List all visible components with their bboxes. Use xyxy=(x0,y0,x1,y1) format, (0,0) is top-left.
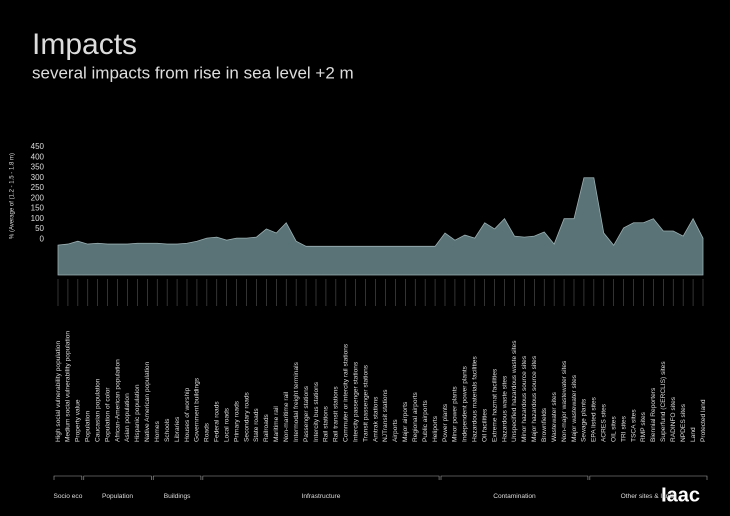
x-tick-label: Major airports xyxy=(402,401,409,442)
group-label: Infrastructure xyxy=(302,493,341,500)
x-tick-label: Wastewater sites xyxy=(551,391,558,442)
y-tick-label: 50 xyxy=(35,224,44,233)
group-bracket xyxy=(152,475,202,480)
x-tick-label: Homes xyxy=(154,420,161,442)
x-tick-label: RADINFO sites xyxy=(670,396,677,442)
group-label: Contamination xyxy=(493,493,536,500)
x-tick-label: Intercity passenger stations xyxy=(352,361,359,442)
group-bracket xyxy=(83,475,152,480)
x-tick-label: Maritime rail xyxy=(273,406,280,442)
x-tick-label: Secondary roads xyxy=(243,391,250,442)
group-label: Population xyxy=(102,493,133,500)
chart-title: Impacts xyxy=(32,28,137,61)
x-tick-label: TRI sites xyxy=(620,415,627,442)
x-tick-label: Regional airports xyxy=(412,391,419,442)
y-tick-label: 350 xyxy=(31,163,45,172)
x-tick-label: Superfund (CERCLIS) sites xyxy=(660,361,667,442)
x-tick-label: Sewage plants xyxy=(581,398,588,442)
x-tick-label: EPA listed sites xyxy=(591,396,598,442)
x-tick-label: Minor power plants xyxy=(452,386,459,442)
x-tick-label: Public airports xyxy=(422,400,429,442)
x-tick-label: State roads xyxy=(253,408,260,442)
x-tick-label: Railroads xyxy=(263,413,270,442)
group-label: Socio eco xyxy=(53,493,82,500)
group-label: Buildings xyxy=(164,493,191,500)
x-tick-label: Passenger stations xyxy=(303,385,310,442)
x-tick-label: Land xyxy=(690,427,697,442)
x-tick-label: Power plants xyxy=(442,403,449,442)
x-tick-label: Non-major wastewater sites xyxy=(561,360,568,442)
y-axis-label: % (Average of (1.2 - 1.5 - 1.8 m) xyxy=(10,153,16,239)
y-tick-label: 0 xyxy=(40,234,45,243)
x-tick-label: Extreme hazmat facilities xyxy=(491,368,498,442)
x-tick-label: Major wastewater sites xyxy=(571,374,578,442)
x-tick-label: Population of color xyxy=(104,387,111,442)
x-tick-label: Hispanic population xyxy=(134,384,141,442)
x-tick-label: Airports xyxy=(392,419,399,442)
x-tick-label: Asian population xyxy=(124,393,131,442)
x-tick-label: Rail transit stations xyxy=(333,386,340,442)
x-tick-label: Major hazardous source sites xyxy=(531,355,538,442)
x-tick-label: TSCA sites xyxy=(630,409,637,442)
x-tick-label: Rail stations xyxy=(323,405,330,442)
x-tick-label: Protected land xyxy=(700,399,707,442)
x-tick-label: Heliports xyxy=(432,415,439,442)
x-tick-label: Houses of worship xyxy=(184,387,191,442)
y-tick-label: 250 xyxy=(31,183,45,192)
logo: Iaac xyxy=(661,484,700,506)
x-tick-label: NJTransit stations xyxy=(382,389,389,442)
x-tick-label: Medium social vulnerability population xyxy=(65,331,72,442)
group-label: Other sites & lands xyxy=(621,493,677,500)
x-tick-label: Hazardous materials facilities xyxy=(472,356,479,442)
y-tick-label: 450 xyxy=(31,142,45,151)
x-tick-label: Commuter or intercity rail stations xyxy=(343,343,350,442)
x-tick-label: Property value xyxy=(75,399,82,442)
y-tick-label: 150 xyxy=(31,204,45,213)
group-bracket xyxy=(53,475,83,480)
x-tick-label: Hazardous waste sites xyxy=(501,375,508,442)
x-tick-label: Oil facilities xyxy=(481,408,488,442)
group-bracket xyxy=(589,475,708,480)
group-bracket xyxy=(202,475,440,480)
x-tick-label: Unspecified hazardous waste sites xyxy=(511,340,518,442)
x-tick-label: Local roads xyxy=(223,407,230,442)
chart-subtitle: several impacts from rise in sea level +… xyxy=(32,63,354,82)
x-tick-label: Minor hazardous source sites xyxy=(521,355,528,442)
x-tick-label: ACRES sites xyxy=(601,403,608,442)
y-tick-label: 200 xyxy=(31,193,45,202)
x-tick-label: Caucasian population xyxy=(94,378,101,442)
x-tick-label: Government buildings xyxy=(194,377,201,442)
y-tick-label: 100 xyxy=(31,214,45,223)
x-tick-label: High social vulnerability population xyxy=(55,341,62,442)
x-tick-label: Brownfields xyxy=(541,407,548,442)
y-tick-label: 300 xyxy=(31,173,45,182)
x-tick-label: NPDES sites xyxy=(680,403,687,442)
x-tick-label: African-American population xyxy=(114,359,121,442)
x-tick-label: Native American population xyxy=(144,361,151,442)
x-tick-label: Intercity bus stations xyxy=(313,381,320,442)
x-tick-label: Transit passenger stations xyxy=(362,364,369,442)
x-tick-label: Intermodal freight terminals xyxy=(293,361,300,442)
x-tick-label: RMP sites xyxy=(640,411,647,442)
x-tick-label: Roads xyxy=(204,422,211,442)
x-tick-label: Primary roads xyxy=(233,400,240,442)
x-tick-label: Federal roads xyxy=(214,401,221,442)
x-tick-label: Population xyxy=(85,411,92,442)
x-tick-label: Independent power plants xyxy=(462,365,469,442)
x-tick-label: Schools xyxy=(164,418,171,442)
x-tick-label: Amtrak stations xyxy=(372,396,379,442)
x-tick-label: Biennial Reporters xyxy=(650,387,657,442)
x-tick-label: Libraries xyxy=(174,416,181,442)
y-tick-label: 400 xyxy=(31,152,45,161)
x-tick-label: OIL sites xyxy=(610,416,617,442)
area xyxy=(57,177,704,276)
x-tick-label: Non-maritime rail xyxy=(283,391,290,442)
group-bracket xyxy=(440,475,589,480)
